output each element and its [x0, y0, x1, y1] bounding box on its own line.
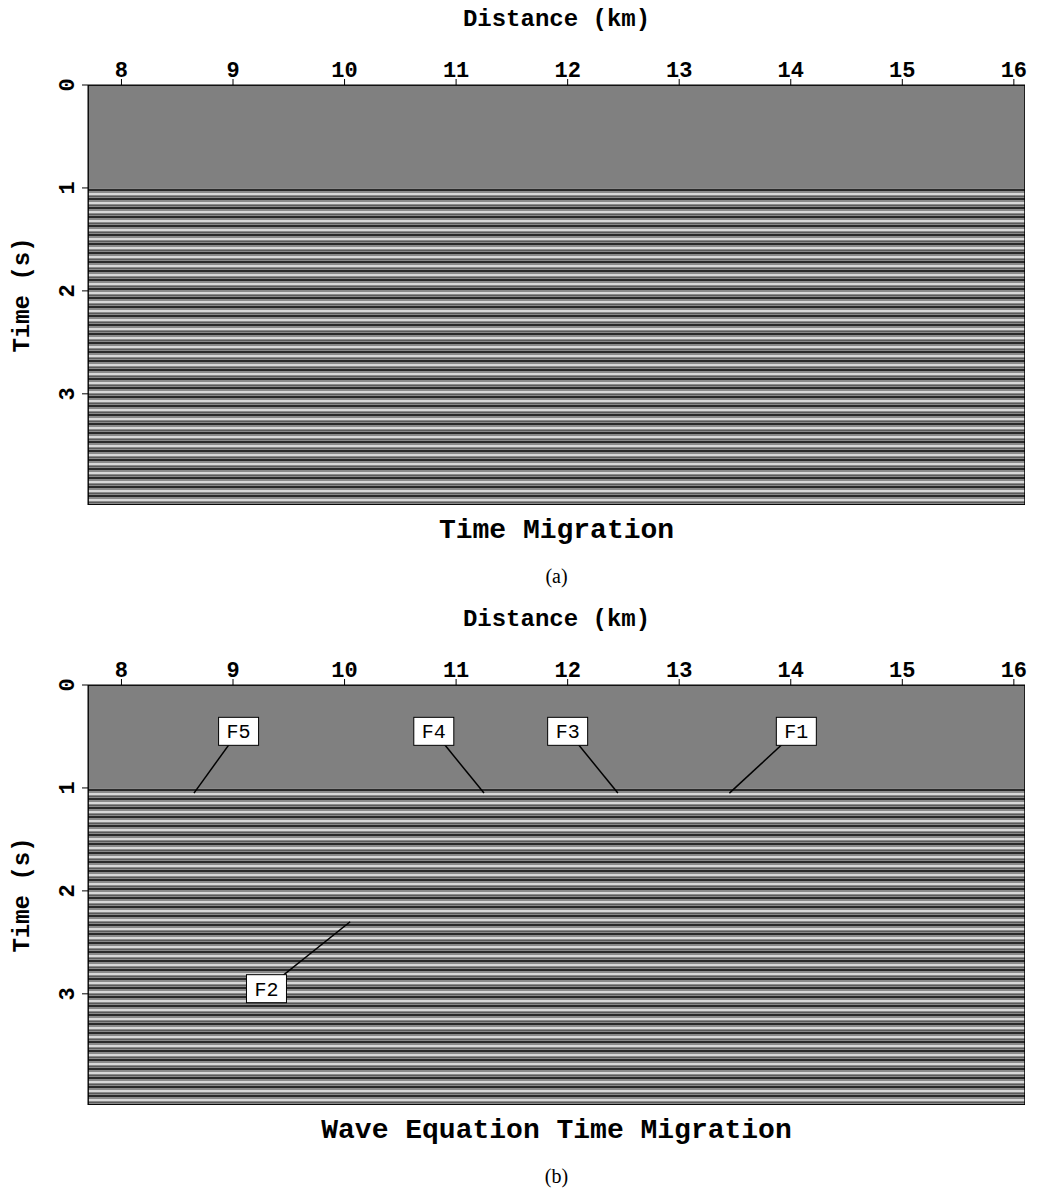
- svg-text:13: 13: [666, 659, 692, 684]
- html-text:Wave Equation Time Migration: Wave Equation Time Migration: [321, 1115, 792, 1146]
- html-text:(a): (a): [545, 565, 568, 587]
- svg-text:15: 15: [889, 59, 915, 84]
- svg-text:F1: F1: [784, 721, 808, 744]
- svg-text:Distance (km): Distance (km): [463, 606, 650, 633]
- svg-text:15: 15: [889, 659, 915, 684]
- svg-text:8: 8: [115, 659, 128, 684]
- svg-text:16: 16: [1001, 659, 1027, 684]
- svg-text:F3: F3: [556, 721, 580, 744]
- svg-text:2: 2: [56, 284, 81, 297]
- svg-text:14: 14: [778, 659, 804, 684]
- svg-text:11: 11: [443, 59, 469, 84]
- svg-text:0: 0: [56, 78, 81, 91]
- svg-text:F4: F4: [422, 721, 446, 744]
- svg-text:9: 9: [226, 659, 239, 684]
- svg-text:11: 11: [443, 659, 469, 684]
- svg-text:1: 1: [56, 781, 81, 794]
- svg-text:F5: F5: [227, 721, 251, 744]
- svg-text:0: 0: [56, 678, 81, 691]
- svg-text:14: 14: [778, 59, 804, 84]
- svg-text:12: 12: [554, 59, 580, 84]
- svg-text:16: 16: [1001, 59, 1027, 84]
- svg-text:10: 10: [331, 659, 357, 684]
- html-text:(b): (b): [544, 1165, 569, 1187]
- svg-text:10: 10: [331, 59, 357, 84]
- svg-text:Time (s): Time (s): [9, 837, 36, 952]
- svg-text:F2: F2: [254, 979, 278, 1002]
- svg-text:13: 13: [666, 59, 692, 84]
- svg-text:8: 8: [115, 59, 128, 84]
- html-text:Time Migration: Time Migration: [438, 515, 675, 546]
- svg-text:Time (s): Time (s): [9, 237, 36, 352]
- svg-text:3: 3: [56, 987, 81, 1000]
- svg-text:Distance (km): Distance (km): [463, 6, 650, 33]
- svg-text:3: 3: [56, 387, 81, 400]
- svg-text:9: 9: [226, 59, 239, 84]
- svg-text:2: 2: [56, 884, 81, 897]
- svg-text:12: 12: [554, 659, 580, 684]
- svg-text:1: 1: [56, 181, 81, 194]
